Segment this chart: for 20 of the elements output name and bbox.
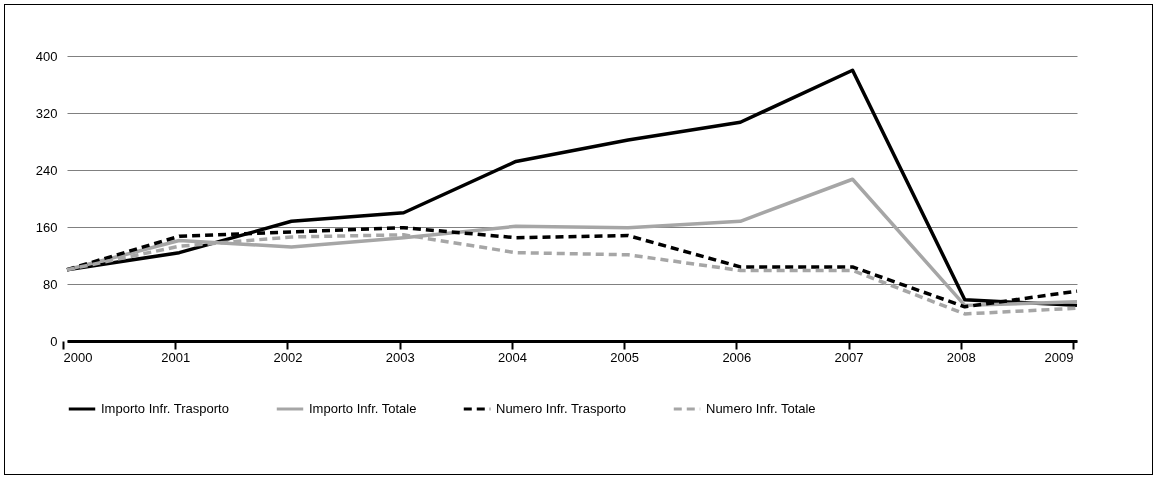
x-tick-label: 2009: [1044, 349, 1074, 365]
x-tick-label: 2007: [834, 349, 864, 365]
x-tick-label: 2001: [161, 349, 191, 365]
y-tick-label: 240: [35, 162, 58, 178]
x-tick-label: 2008: [946, 349, 976, 365]
x-tick-label: 2004: [497, 349, 527, 365]
legend-label: Importo Infr. Totale: [309, 401, 417, 416]
x-tick-label: 2003: [385, 349, 415, 365]
legend-label: Numero Infr. Trasporto: [496, 401, 627, 416]
x-tick-label: 2005: [610, 349, 640, 365]
x-tick-label: 2006: [722, 349, 752, 365]
y-tick-label: 0: [50, 333, 58, 349]
x-tick-label: 2000: [63, 349, 93, 365]
legend-label: Numero Infr. Totale: [706, 401, 816, 416]
y-tick-label: 400: [35, 48, 58, 64]
y-tick-label: 160: [35, 219, 58, 235]
legend-label: Importo Infr. Trasporto: [101, 401, 229, 416]
y-tick-label: 320: [35, 105, 58, 121]
x-tick-label: 2002: [273, 349, 303, 365]
y-tick-label: 80: [43, 276, 58, 292]
